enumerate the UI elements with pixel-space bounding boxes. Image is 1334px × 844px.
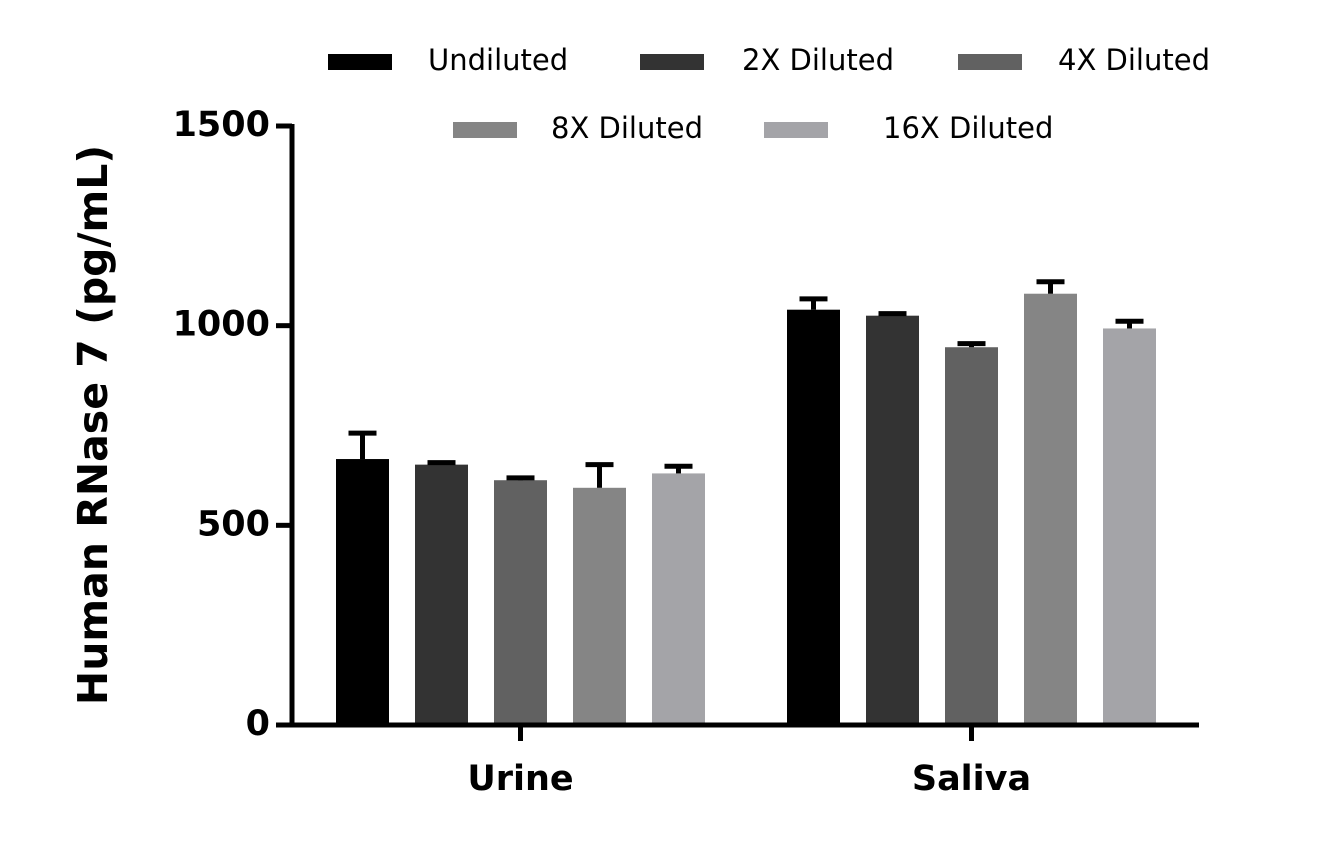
- error-bar-saliva-undiluted: [799, 296, 828, 310]
- y-tick-label: 500: [197, 504, 270, 544]
- error-bar-saliva-8x-diluted: [1036, 279, 1065, 294]
- y-axis: 0 500 1000 1500: [173, 105, 295, 744]
- bar-saliva-4x-diluted: [945, 347, 998, 725]
- bars: [336, 293, 1156, 725]
- error-bar-urine-8x-diluted: [585, 462, 614, 488]
- error-bar-saliva-16x-diluted: [1115, 318, 1144, 329]
- x-tick-label-saliva: Saliva: [912, 759, 1031, 799]
- bar-urine-16x-diluted: [652, 473, 705, 725]
- legend-swatch: [764, 122, 828, 138]
- legend-item-undiluted: Undiluted: [328, 43, 568, 77]
- error-bar-urine-2x-diluted: [427, 460, 456, 466]
- error-bar-urine-16x-diluted: [664, 463, 693, 474]
- x-axis: Urine Saliva: [278, 722, 1199, 799]
- bar-saliva-2x-diluted: [866, 315, 919, 725]
- legend-item-2x-diluted: 2X Diluted: [640, 43, 894, 77]
- legend-label: 8X Diluted: [551, 111, 703, 145]
- bar-urine-undiluted: [336, 459, 389, 725]
- legend-label: 2X Diluted: [742, 43, 894, 77]
- legend-label: 16X Diluted: [883, 111, 1053, 145]
- y-tick-label: 0: [246, 704, 270, 744]
- x-tick-label-urine: Urine: [467, 759, 573, 799]
- error-bar-saliva-2x-diluted: [878, 311, 907, 317]
- error-bars: [348, 279, 1144, 488]
- bar-urine-8x-diluted: [573, 487, 626, 725]
- bar-urine-2x-diluted: [415, 464, 468, 725]
- bar-saliva-16x-diluted: [1103, 328, 1156, 725]
- bar-urine-4x-diluted: [494, 480, 547, 725]
- y-tick-label: 1000: [173, 305, 270, 345]
- legend-label: 4X Diluted: [1058, 43, 1210, 77]
- legend-item-8x-diluted: 8X Diluted: [453, 111, 703, 145]
- legend-item-16x-diluted: 16X Diluted: [764, 111, 1053, 145]
- error-bar-saliva-4x-diluted: [957, 341, 986, 348]
- error-bar-urine-undiluted: [348, 430, 377, 460]
- legend-swatch: [640, 54, 704, 70]
- error-bar-urine-4x-diluted: [506, 475, 535, 481]
- bar-saliva-8x-diluted: [1024, 293, 1077, 725]
- y-tick-label: 1500: [173, 105, 270, 145]
- y-axis-label: Human RNase 7 (pg/mL): [69, 145, 117, 705]
- legend-swatch: [328, 54, 392, 70]
- legend-label: Undiluted: [428, 43, 568, 77]
- legend-item-4x-diluted: 4X Diluted: [958, 43, 1210, 77]
- legend: Undiluted 2X Diluted 4X Diluted 8X Diluted 1…: [328, 43, 1210, 145]
- bar-saliva-undiluted: [787, 309, 840, 725]
- legend-swatch: [958, 54, 1022, 70]
- legend-swatch: [453, 122, 517, 138]
